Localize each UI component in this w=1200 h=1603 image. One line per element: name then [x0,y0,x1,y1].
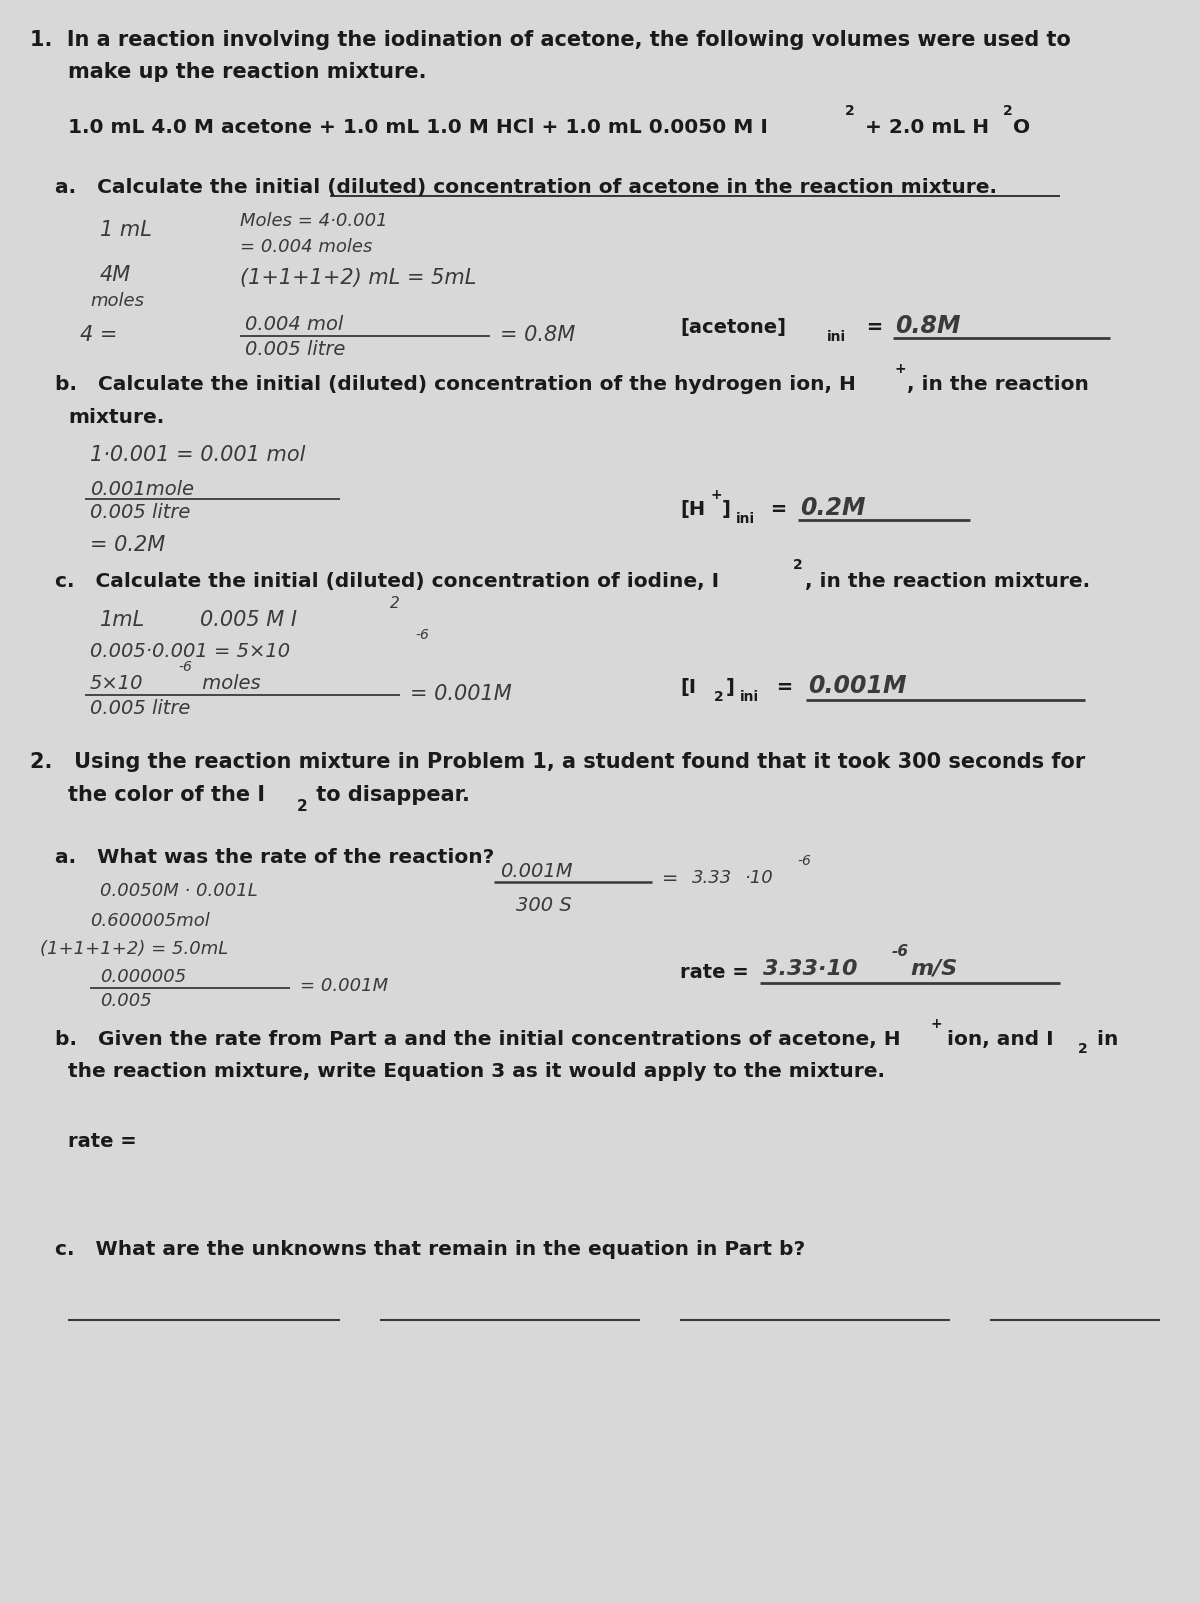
Text: = 0.8M: = 0.8M [500,325,575,345]
Text: 2: 2 [1003,104,1013,119]
Text: c.   Calculate the initial (diluted) concentration of iodine, I: c. Calculate the initial (diluted) conce… [55,572,719,592]
Text: a.   What was the rate of the reaction?: a. What was the rate of the reaction? [55,848,494,867]
Text: [acetone]: [acetone] [680,317,786,337]
Text: 1.  In a reaction involving the iodination of acetone, the following volumes wer: 1. In a reaction involving the iodinatio… [30,30,1070,50]
Text: b.   Given the rate from Part a and the initial concentrations of acetone, H: b. Given the rate from Part a and the in… [55,1031,901,1048]
Text: 2: 2 [845,104,854,119]
Text: -6: -6 [415,628,428,641]
Text: 0.005 litre: 0.005 litre [90,503,191,523]
Text: 0.004 mol: 0.004 mol [245,316,343,333]
Text: moles: moles [90,292,144,309]
Text: the color of the I: the color of the I [68,785,265,805]
Text: mixture.: mixture. [68,409,164,426]
Text: = 0.004 moles: = 0.004 moles [240,237,372,256]
Text: ini: ini [736,511,755,526]
Text: 3.33: 3.33 [692,869,732,886]
Text: -6: -6 [892,944,910,959]
Text: the reaction mixture, write Equation 3 as it would apply to the mixture.: the reaction mixture, write Equation 3 a… [68,1063,886,1080]
Text: 2: 2 [390,596,400,611]
Text: rate =: rate = [680,963,756,983]
Text: -6: -6 [797,854,811,867]
Text: 5×10: 5×10 [90,673,144,692]
Text: +: + [895,362,907,377]
Text: 2.   Using the reaction mixture in Problem 1, a student found that it took 300 s: 2. Using the reaction mixture in Problem… [30,752,1085,773]
Text: = 0.2M: = 0.2M [90,535,166,555]
Text: 2: 2 [793,558,803,572]
Text: , in the reaction: , in the reaction [907,375,1088,394]
Text: 0.005: 0.005 [100,992,151,1010]
Text: 2: 2 [298,798,307,814]
Text: = 0.001M: = 0.001M [410,684,511,704]
Text: ·10: ·10 [745,869,774,886]
Text: + 2.0 mL H: + 2.0 mL H [858,119,989,136]
Text: =: = [662,869,685,888]
Text: 1.0 mL 4.0 M acetone + 1.0 mL 1.0 M HCl + 1.0 mL 0.0050 M I: 1.0 mL 4.0 M acetone + 1.0 mL 1.0 M HCl … [68,119,768,136]
Text: 1 mL: 1 mL [100,220,152,240]
Text: +: + [710,487,721,502]
Text: 0.0050M · 0.001L: 0.0050M · 0.001L [100,882,258,899]
Text: =: = [764,500,794,519]
Text: ]: ] [726,678,734,697]
Text: rate =: rate = [68,1132,144,1151]
Text: =: = [770,678,800,697]
Text: (1+1+1+2) = 5.0mL: (1+1+1+2) = 5.0mL [40,939,228,959]
Text: Moles = 4·0.001: Moles = 4·0.001 [240,212,388,229]
Text: -6: -6 [178,660,192,673]
Text: 3.33·10: 3.33·10 [763,959,858,979]
Text: [I: [I [680,678,696,697]
Text: 0.600005mol: 0.600005mol [90,912,210,930]
Text: 0.001M: 0.001M [808,673,906,697]
Text: ini: ini [740,689,760,704]
Text: in: in [1090,1031,1118,1048]
Text: 0.2M: 0.2M [800,495,865,519]
Text: m/S: m/S [910,959,958,979]
Text: 2: 2 [714,689,724,704]
Text: ini: ini [827,330,846,345]
Text: 0.000005: 0.000005 [100,968,186,986]
Text: 1·0.001 = 0.001 mol: 1·0.001 = 0.001 mol [90,446,305,465]
Text: O: O [1013,119,1030,136]
Text: 0.8M: 0.8M [895,314,960,338]
Text: =: = [860,317,890,337]
Text: c.   What are the unknowns that remain in the equation in Part b?: c. What are the unknowns that remain in … [55,1241,805,1258]
Text: 1mL: 1mL [100,611,145,630]
Text: moles: moles [196,673,260,692]
Text: to disappear.: to disappear. [310,785,470,805]
Text: 0.001M: 0.001M [500,862,572,882]
Text: 4M: 4M [100,264,131,285]
Text: 2: 2 [1078,1042,1087,1056]
Text: make up the reaction mixture.: make up the reaction mixture. [68,63,426,82]
Text: +: + [930,1016,942,1031]
Text: [H: [H [680,500,706,519]
Text: a.   Calculate the initial (diluted) concentration of acetone in the reaction mi: a. Calculate the initial (diluted) conce… [55,178,997,197]
Text: (1+1+1+2) mL = 5mL: (1+1+1+2) mL = 5mL [240,268,476,289]
Text: 4 =: 4 = [80,325,118,345]
Text: 0.005 litre: 0.005 litre [245,340,346,359]
Text: = 0.001M: = 0.001M [300,976,388,995]
Text: 0.005 M I: 0.005 M I [200,611,298,630]
Text: 0.005 litre: 0.005 litre [90,699,191,718]
Text: b.   Calculate the initial (diluted) concentration of the hydrogen ion, H: b. Calculate the initial (diluted) conce… [55,375,856,394]
Text: 300 S: 300 S [516,896,571,915]
Text: 0.005·0.001 = 5×10: 0.005·0.001 = 5×10 [90,641,290,660]
Text: , in the reaction mixture.: , in the reaction mixture. [805,572,1090,592]
Text: ]: ] [722,500,731,519]
Text: ion, and I: ion, and I [940,1031,1054,1048]
Text: 0.001mole: 0.001mole [90,479,194,499]
